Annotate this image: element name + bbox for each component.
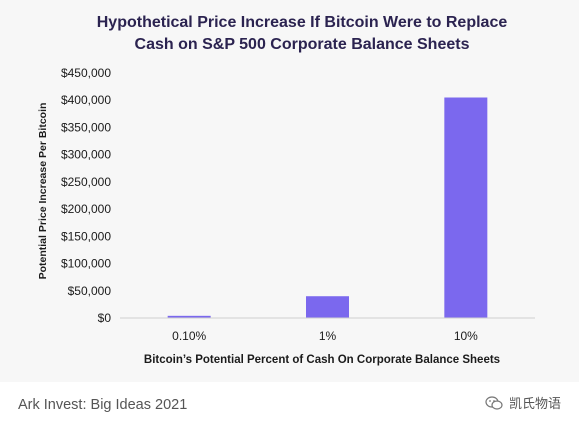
bar-1	[167, 315, 211, 318]
x-tick-label: 0.10%	[172, 329, 206, 343]
x-axis-ticks: 0.10% 1% 10%	[172, 329, 478, 343]
bars	[167, 97, 488, 318]
y-tick-label: $400,000	[61, 93, 111, 107]
x-tick-label: 1%	[319, 329, 337, 343]
y-tick-label: $350,000	[61, 120, 111, 134]
watermark-text: 凯氏物语	[508, 397, 561, 412]
chart-title-line-2: Cash on S&P 500 Corporate Balance Sheets	[135, 36, 470, 53]
y-tick-label: $450,000	[61, 66, 111, 80]
x-axis-label: Bitcoin’s Potential Percent of Cash On C…	[144, 354, 500, 366]
chart-card: Hypothetical Price Increase If Bitcoin W…	[37, 14, 535, 366]
bar-chart: Hypothetical Price Increase If Bitcoin W…	[37, 14, 535, 366]
source-caption: Ark Invest: Big Ideas 2021	[18, 397, 188, 413]
wechat-icon	[485, 395, 503, 410]
y-tick-label: $200,000	[61, 202, 111, 216]
y-tick-label: $250,000	[61, 175, 111, 189]
y-axis-label: Potential Price Increase Per Bitcoin	[37, 103, 49, 280]
watermark: 凯氏物语	[485, 393, 561, 412]
y-tick-label: $300,000	[61, 148, 111, 162]
y-axis-ticks: $0 $50,000 $100,000 $150,000 $200,000 $250,00…	[61, 66, 111, 325]
y-tick-label: $150,000	[61, 229, 111, 243]
bar-2	[306, 296, 349, 318]
chart-title-line-1: Hypothetical Price Increase If Bitcoin W…	[97, 14, 508, 31]
x-tick-label: 10%	[454, 329, 478, 343]
y-tick-label: $0	[98, 311, 112, 325]
bar-3	[444, 97, 488, 318]
y-tick-label: $50,000	[68, 284, 112, 298]
y-tick-label: $100,000	[61, 257, 111, 271]
